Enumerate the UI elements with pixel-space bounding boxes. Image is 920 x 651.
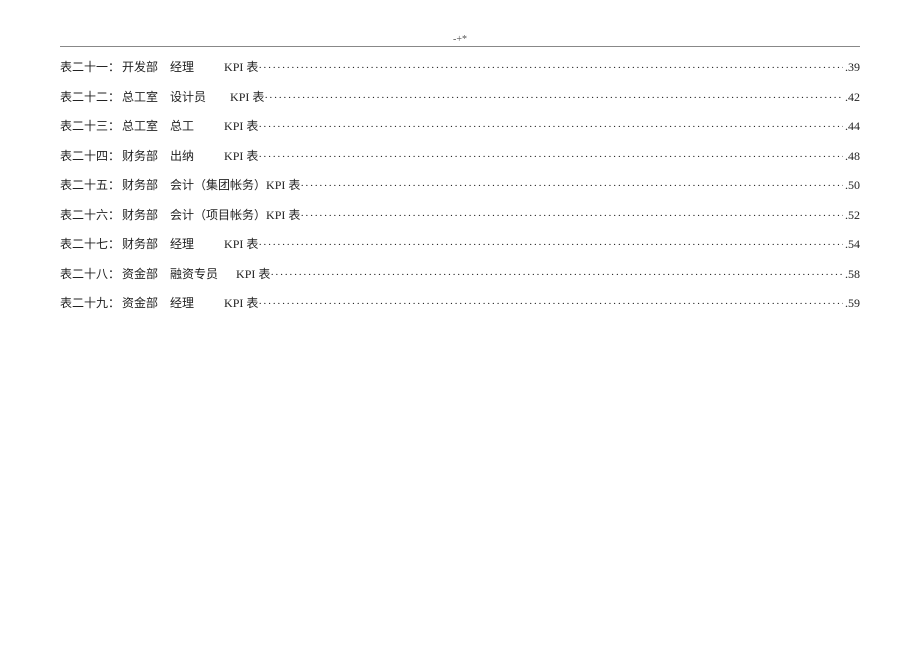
toc-kpi-label: KPI 表 <box>266 176 300 194</box>
toc-page-number: .58 <box>843 265 860 283</box>
toc-prefix: 表二十三： <box>60 117 120 135</box>
toc-spacer <box>194 147 224 165</box>
toc-kpi-label: KPI 表 <box>224 117 258 135</box>
toc-prefix: 表二十六： <box>60 206 120 224</box>
toc-dept: 资金部 <box>122 294 158 312</box>
toc-dot-leader <box>264 90 843 107</box>
toc-prefix: 表二十八： <box>60 265 120 283</box>
toc-kpi-label: KPI 表 <box>224 294 258 312</box>
toc-page-number: .59 <box>843 294 860 312</box>
toc-page-number: .39 <box>843 58 860 76</box>
toc-kpi-label: KPI 表 <box>266 206 300 224</box>
toc-spacer <box>194 58 224 76</box>
toc-prefix: 表二十一： <box>60 58 120 76</box>
toc-dot-leader <box>258 149 843 166</box>
toc-dept: 总工室 <box>122 88 158 106</box>
toc-dot-leader <box>258 237 843 254</box>
toc-role: 总工 <box>170 117 194 135</box>
toc-dept: 总工室 <box>122 117 158 135</box>
toc-role: 经理 <box>170 58 194 76</box>
table-of-contents: 表二十一：开发部经理 KPI 表.39表二十二：总工室设计员 KPI 表.42表… <box>60 58 860 324</box>
toc-row: 表二十六：财务部会计（项目帐务）KPI 表 .52 <box>60 206 860 225</box>
toc-dot-leader <box>258 60 843 77</box>
toc-row: 表二十一：开发部经理 KPI 表 .39 <box>60 58 860 77</box>
toc-dept: 财务部 <box>122 176 158 194</box>
toc-role: 会计（集团帐务） <box>170 176 266 194</box>
toc-kpi-label: KPI 表 <box>224 235 258 253</box>
toc-prefix: 表二十四： <box>60 147 120 165</box>
page-marker: -+* <box>453 34 467 45</box>
toc-role: 出纳 <box>170 147 194 165</box>
toc-role: 经理 <box>170 235 194 253</box>
toc-row: 表二十七：财务部经理 KPI 表 .54 <box>60 235 860 254</box>
toc-dept: 资金部 <box>122 265 158 283</box>
toc-role: 会计（项目帐务） <box>170 206 266 224</box>
toc-page-number: .42 <box>843 88 860 106</box>
toc-page-number: .44 <box>843 117 860 135</box>
toc-spacer <box>194 235 224 253</box>
toc-prefix: 表二十二： <box>60 88 120 106</box>
toc-page-number: .54 <box>843 235 860 253</box>
toc-row: 表二十四：财务部出纳 KPI 表 .48 <box>60 147 860 166</box>
toc-row: 表二十三：总工室总工 KPI 表 .44 <box>60 117 860 136</box>
toc-row: 表二十八：资金部融资专员 KPI 表 .58 <box>60 265 860 284</box>
toc-row: 表二十二：总工室设计员 KPI 表 .42 <box>60 88 860 107</box>
toc-dept: 财务部 <box>122 235 158 253</box>
toc-page-number: .52 <box>843 206 860 224</box>
toc-page-number: .50 <box>843 176 860 194</box>
toc-prefix: 表二十九： <box>60 294 120 312</box>
toc-spacer <box>194 117 224 135</box>
toc-kpi-label: KPI 表 <box>224 147 258 165</box>
toc-role: 融资专员 <box>170 265 218 283</box>
toc-role: 设计员 <box>170 88 206 106</box>
toc-spacer <box>206 88 230 106</box>
toc-dept: 财务部 <box>122 147 158 165</box>
toc-role: 经理 <box>170 294 194 312</box>
toc-row: 表二十五：财务部会计（集团帐务）KPI 表 .50 <box>60 176 860 195</box>
toc-kpi-label: KPI 表 <box>224 58 258 76</box>
toc-dept: 财务部 <box>122 206 158 224</box>
toc-dept: 开发部 <box>122 58 158 76</box>
header-divider <box>60 46 860 47</box>
toc-spacer <box>218 265 236 283</box>
toc-spacer <box>194 294 224 312</box>
toc-dot-leader <box>300 208 843 225</box>
toc-dot-leader <box>300 178 843 195</box>
toc-prefix: 表二十五： <box>60 176 120 194</box>
toc-page-number: .48 <box>843 147 860 165</box>
toc-dot-leader <box>270 267 843 284</box>
toc-kpi-label: KPI 表 <box>236 265 270 283</box>
toc-dot-leader <box>258 119 843 136</box>
toc-prefix: 表二十七： <box>60 235 120 253</box>
toc-kpi-label: KPI 表 <box>230 88 264 106</box>
toc-row: 表二十九：资金部经理 KPI 表 .59 <box>60 294 860 313</box>
toc-dot-leader <box>258 296 843 313</box>
